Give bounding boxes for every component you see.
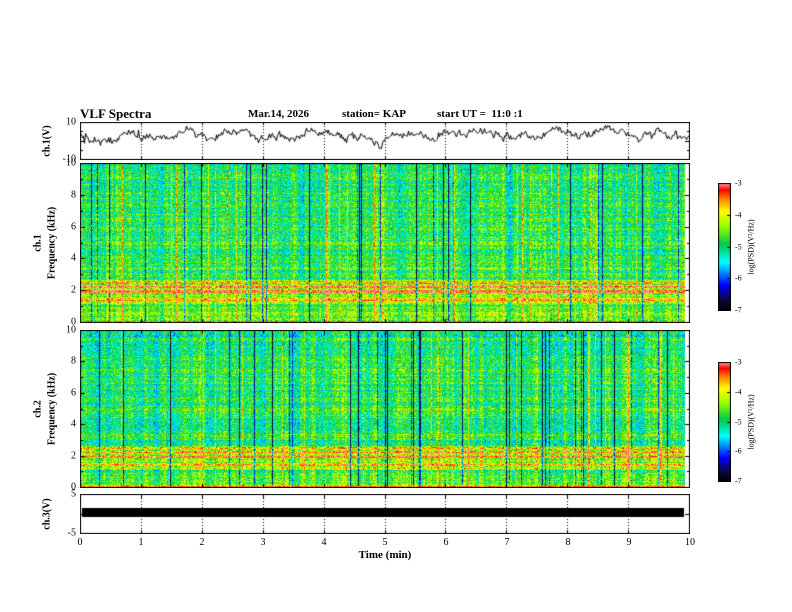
tick-label: 2 xyxy=(71,284,76,296)
tick-label: 4 xyxy=(71,252,76,264)
tick-label: 8 xyxy=(71,355,76,367)
tick-label: 6 xyxy=(443,537,449,548)
tick-label: 6 xyxy=(71,221,76,233)
tick-label: 4 xyxy=(321,537,327,548)
tick-label: 10 xyxy=(66,157,76,169)
tick-label: -4 xyxy=(735,210,742,220)
tick-label: 4 xyxy=(71,418,76,430)
tick-label: 8 xyxy=(71,189,76,201)
ch2-spectrogram xyxy=(80,330,690,488)
figure-station: station= KAP xyxy=(342,108,407,120)
tick-label: -5 xyxy=(735,417,742,426)
tick-label: 2 xyxy=(199,537,205,548)
tick-label: 2 xyxy=(71,450,76,462)
tick-label: -5 xyxy=(735,242,742,251)
tick-label: 6 xyxy=(71,387,76,399)
ch3-voltage-axis-label: ch.3(V) xyxy=(41,498,53,530)
tick-label: -6 xyxy=(735,446,742,456)
tick-label: 10 xyxy=(66,116,76,128)
tick-label: 0 xyxy=(71,316,76,328)
tick-label: -7 xyxy=(735,305,742,315)
ch1-channel-axis-label: ch.1 xyxy=(32,234,44,252)
tick-label: 3 xyxy=(260,537,266,548)
tick-label: 7 xyxy=(504,537,510,548)
tick-label: -3 xyxy=(735,178,742,188)
colorbar2-label: log(PSD)(V²/Hz) xyxy=(746,394,756,450)
tick-label: -3 xyxy=(735,357,742,367)
ch1-spectrogram xyxy=(80,163,690,323)
tick-label: 1 xyxy=(138,537,144,548)
figure-title: VLF Spectra xyxy=(80,106,152,121)
tick-label: -10 xyxy=(62,153,76,165)
figure-date: Mar.14, 2026 xyxy=(248,108,310,120)
ch2-channel-axis-label: ch.2 xyxy=(32,400,44,418)
ch1-voltage-axis-label: ch.1(V) xyxy=(41,125,53,157)
tick-label: 5 xyxy=(71,488,76,500)
tick-label: -7 xyxy=(735,476,742,486)
tick-label: -6 xyxy=(735,273,742,283)
tick-label: 0 xyxy=(77,537,83,548)
ch2-frequency-axis-label: Frequency (kHz) xyxy=(46,372,58,446)
tick-label: 10 xyxy=(66,324,76,336)
tick-label: 8 xyxy=(565,537,571,548)
colorbar-1 xyxy=(718,183,731,311)
colorbar1-label: log(PSD)(V²/Hz) xyxy=(746,219,756,275)
ch1-frequency-axis-label: Frequency (kHz) xyxy=(46,206,58,280)
tick-label: 5 xyxy=(382,537,388,548)
tick-label: 10 xyxy=(685,537,695,548)
x-axis-title: Time (min) xyxy=(358,549,412,561)
ch1-waveform-plot xyxy=(80,122,690,160)
figure-start-ut: start UT = 11:0 :1 xyxy=(437,108,523,120)
ch3-waveform-plot xyxy=(80,494,690,534)
tick-label: 0 xyxy=(71,481,76,493)
tick-label: -5 xyxy=(67,527,76,539)
tick-label: 9 xyxy=(626,537,632,548)
tick-label: -4 xyxy=(735,387,742,397)
colorbar-2 xyxy=(718,362,731,482)
